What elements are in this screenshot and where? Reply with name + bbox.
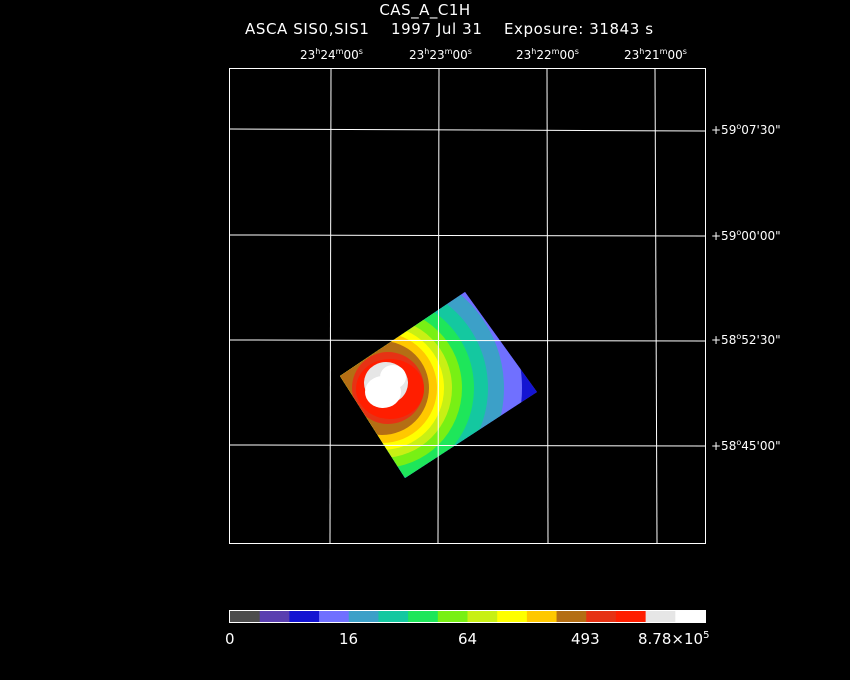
dec-gridline bbox=[229, 234, 706, 237]
colorbar-segment bbox=[289, 611, 320, 622]
ra-gridline bbox=[546, 68, 549, 544]
ra-gridline bbox=[437, 68, 440, 544]
color-scale-bar bbox=[230, 611, 706, 622]
detector-field bbox=[340, 292, 537, 478]
colorbar-segment bbox=[408, 611, 439, 622]
colorbar-label: 64 bbox=[458, 630, 478, 648]
dec-gridline bbox=[229, 444, 706, 447]
ra-tick-label: 23h21m00s bbox=[624, 47, 687, 62]
colorbar-segment bbox=[319, 611, 350, 622]
color-scale-frame bbox=[229, 610, 706, 623]
colorbar-segment bbox=[675, 611, 706, 622]
dec-gridline bbox=[229, 128, 706, 132]
date-label: 1997 Jul 31 bbox=[390, 20, 483, 38]
colorbar-label: 0 bbox=[225, 630, 235, 648]
dec-tick-label: +58o52'30" bbox=[711, 332, 781, 347]
plot-frame bbox=[229, 68, 706, 544]
colorbar-segment bbox=[230, 611, 261, 622]
colorbar-label: 16 bbox=[339, 630, 359, 648]
dec-tick-label: +59o07'30" bbox=[711, 122, 781, 137]
exposure-label: Exposure: 31843 s bbox=[503, 20, 654, 38]
colorbar-max-label: 8.78×105 bbox=[638, 630, 710, 648]
colorbar-segment bbox=[437, 611, 468, 622]
ra-tick-label: 23h22m00s bbox=[516, 47, 579, 62]
image-title: CAS_A_C1H bbox=[379, 1, 471, 19]
ra-gridline bbox=[329, 68, 332, 544]
colorbar-segment bbox=[615, 611, 647, 622]
observation-info: ASCA SIS0,SIS1 1997 Jul 31 Exposure: 318… bbox=[245, 20, 654, 38]
colorbar-segment bbox=[467, 611, 498, 622]
colorbar-segment bbox=[526, 611, 558, 622]
colorbar-label: 493 bbox=[571, 630, 600, 648]
ra-tick-label: 23h24m00s bbox=[300, 47, 363, 62]
ra-tick-label: 23h23m00s bbox=[409, 47, 472, 62]
colorbar-segment bbox=[645, 611, 676, 622]
dec-tick-label: +58o45'00" bbox=[711, 438, 781, 453]
dec-gridline bbox=[229, 339, 706, 342]
colorbar-segment bbox=[497, 611, 528, 622]
instrument-label: ASCA SIS0,SIS1 bbox=[245, 20, 370, 38]
colorbar-segment bbox=[586, 611, 617, 622]
dec-tick-label: +59o00'00" bbox=[711, 228, 781, 243]
colorbar-segment bbox=[556, 611, 587, 622]
colorbar-segment bbox=[259, 611, 290, 622]
coordinate-grid bbox=[229, 68, 706, 544]
colorbar-segment bbox=[378, 611, 409, 622]
ra-gridline bbox=[654, 68, 658, 544]
colorbar-segment bbox=[348, 611, 379, 622]
